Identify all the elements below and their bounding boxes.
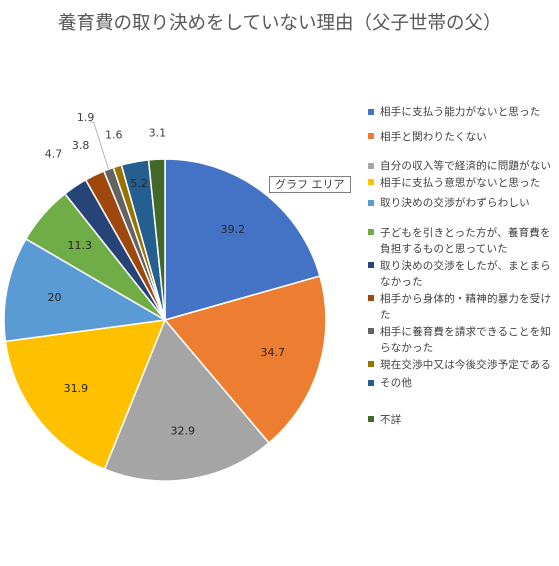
legend-item[interactable]: 取り決めの交渉をしたが、まとまらなかった <box>368 258 553 291</box>
legend-item[interactable]: 子どもを引きとった方が、養育費を負担するものと思っていた <box>368 225 553 258</box>
legend-item[interactable]: 相手に養育費を請求できることを知らなかった <box>368 324 553 357</box>
legend-item[interactable]: その他 <box>368 375 553 392</box>
pie-slice[interactable] <box>164 158 321 321</box>
legend-item[interactable]: 相手と関わりたくない <box>368 129 553 146</box>
legend-item[interactable]: 自分の収入等で経済的に問題がない <box>368 158 553 175</box>
legend-label: 相手に支払う能力がないと思った <box>380 106 541 118</box>
pie-slice[interactable] <box>147 158 166 321</box>
data-label: 5.2 <box>130 177 148 190</box>
legend-swatch <box>368 262 374 268</box>
legend-label: その他 <box>380 377 413 389</box>
legend-label: 自分の収入等で経済的に問題がない <box>380 160 552 172</box>
data-label: 31.9 <box>64 382 89 395</box>
data-label: 1.6 <box>105 129 123 142</box>
legend-label: 現在交渉中又は今後交渉予定である <box>380 358 552 371</box>
legend-item[interactable]: 相手に支払う意思がないと思った <box>368 175 553 192</box>
legend-swatch <box>368 295 374 301</box>
data-label: 32.9 <box>171 424 196 437</box>
legend-label: 相手に支払う意思がないと思った <box>380 176 541 189</box>
data-label: 3.8 <box>72 139 90 152</box>
chart-area-tooltip: グラフ エリア <box>269 176 351 193</box>
data-label: 34.7 <box>261 346 286 359</box>
legend-swatch <box>368 328 374 334</box>
legend-item[interactable]: 相手から身体的・精神的暴力を受けた <box>368 291 553 324</box>
legend-item[interactable]: 取り決めの交渉がわずらわしい <box>368 195 553 212</box>
legend-label: 相手から身体的・精神的暴力を受けた <box>380 292 552 322</box>
legend-item[interactable]: 不詳 <box>368 412 553 429</box>
legend-item[interactable]: 現在交渉中又は今後交渉予定である <box>368 357 553 374</box>
pie-slice[interactable] <box>4 319 167 471</box>
leader-line <box>89 121 109 170</box>
legend-label: 不詳 <box>380 413 402 426</box>
legend-swatch <box>368 416 374 422</box>
legend-swatch <box>368 379 374 386</box>
legend-swatch <box>368 199 374 206</box>
legend: 相手に支払う能力がないと思った 相手と関わりたくない 自分の収入等で経済的に問題… <box>368 104 553 428</box>
data-label: 3.1 <box>149 127 167 140</box>
legend-swatch <box>368 229 374 235</box>
legend-swatch <box>368 133 374 139</box>
legend-swatch <box>368 179 374 185</box>
data-label: 4.7 <box>45 147 63 160</box>
data-label: 1.9 <box>77 111 95 124</box>
legend-label: 相手と関わりたくない <box>380 130 487 143</box>
legend-label: 取り決めの交渉をしたが、まとまらなかった <box>380 259 551 289</box>
legend-item[interactable]: 相手に支払う能力がないと思った <box>368 104 553 121</box>
data-label: 39.2 <box>221 223 246 236</box>
data-label: 20 <box>48 291 62 304</box>
legend-swatch <box>368 162 374 169</box>
pie-slice[interactable] <box>103 318 270 482</box>
legend-swatch <box>368 361 374 367</box>
legend-label: 相手に養育費を請求できることを知らなかった <box>380 325 551 355</box>
chart-title: 養育費の取り決めをしていない理由（父子世帯の父） <box>58 13 502 34</box>
pie-slice[interactable] <box>163 275 327 445</box>
data-label: 11.3 <box>68 239 93 252</box>
legend-swatch <box>368 108 374 115</box>
pie-slice[interactable] <box>3 237 168 343</box>
legend-label: 取り決めの交渉がわずらわしい <box>380 197 530 209</box>
legend-label: 子どもを引きとった方が、養育費を負担するものと思っていた <box>380 226 551 256</box>
